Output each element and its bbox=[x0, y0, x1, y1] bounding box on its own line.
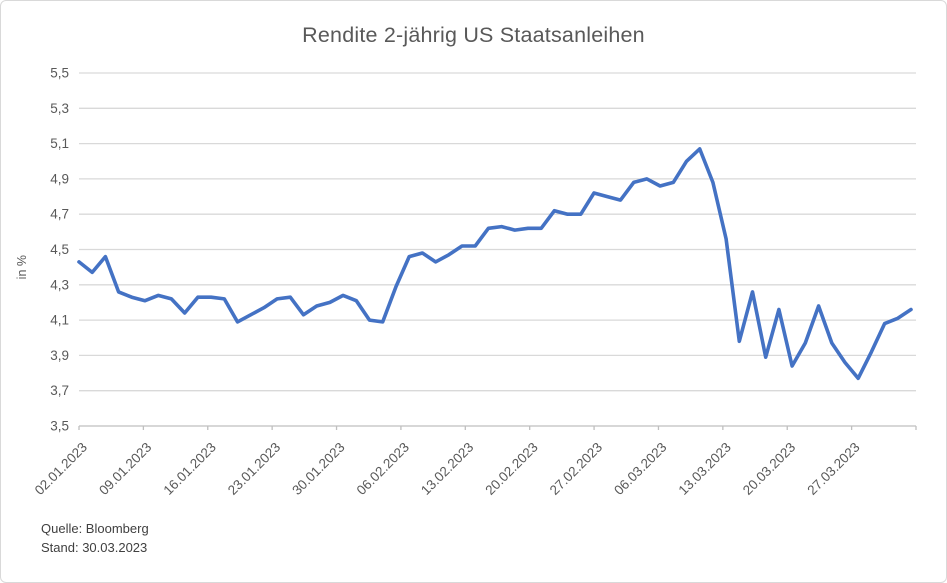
x-tick-label: 20.03.2023 bbox=[740, 440, 798, 498]
y-tick-label: 4,7 bbox=[50, 207, 69, 222]
yield-line-series bbox=[77, 147, 913, 381]
y-tick-label: 5,3 bbox=[50, 101, 69, 116]
y-tick-label: 3,5 bbox=[50, 419, 69, 434]
x-tick-label: 30.01.2023 bbox=[289, 440, 347, 498]
y-tick-label: 3,9 bbox=[50, 348, 69, 363]
x-tick-label: 06.02.2023 bbox=[354, 440, 412, 498]
x-tick-label: 27.02.2023 bbox=[547, 440, 605, 498]
x-tick-label: 20.02.2023 bbox=[482, 440, 540, 498]
x-tick-label: 02.01.2023 bbox=[32, 440, 90, 498]
y-tick-label: 5,5 bbox=[50, 66, 69, 81]
y-tick-label: 4,1 bbox=[50, 313, 69, 328]
x-tick-label: 13.03.2023 bbox=[676, 440, 734, 498]
x-tick-label: 09.01.2023 bbox=[96, 440, 154, 498]
y-tick-label: 3,7 bbox=[50, 383, 69, 398]
y-tick-label: 5,1 bbox=[50, 136, 69, 151]
stand-label: Stand: 30.03.2023 bbox=[41, 539, 148, 555]
y-axis-title: in % bbox=[15, 255, 29, 279]
source-note: Quelle: Bloomberg Stand: 30.03.2023 bbox=[41, 520, 149, 557]
y-tick-label: 4,9 bbox=[50, 171, 69, 186]
source-label: Quelle: Bloomberg bbox=[41, 521, 149, 536]
x-tick-label: 23.01.2023 bbox=[225, 440, 283, 498]
x-tick-label: 16.01.2023 bbox=[160, 440, 218, 498]
x-tick-label: 27.03.2023 bbox=[804, 440, 862, 498]
x-tick-label: 06.03.2023 bbox=[611, 440, 669, 498]
x-tick-label: 13.02.2023 bbox=[418, 440, 476, 498]
y-tick-label: 4,3 bbox=[50, 277, 69, 292]
y-tick-label: 4,5 bbox=[50, 242, 69, 257]
chart-title: Rendite 2-jährig US Staatsanleihen bbox=[302, 23, 645, 47]
